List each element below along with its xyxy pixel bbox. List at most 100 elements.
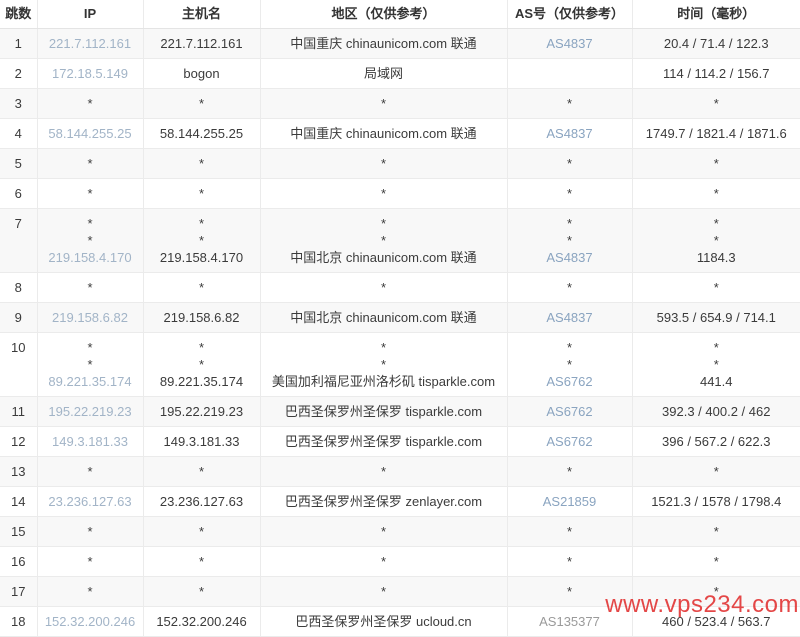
ip-cell: *: [37, 178, 144, 209]
asn-cell: *: [507, 456, 633, 487]
table-row: 8 * * * * *: [0, 272, 800, 303]
asn-cell: AS4837: [507, 28, 633, 59]
ip-cell: *: [37, 516, 144, 547]
asn-link[interactable]: AS21859: [542, 494, 597, 509]
ip-link[interactable]: 221.7.112.161: [48, 36, 132, 51]
hop-cell: 11: [0, 396, 38, 427]
region-cell: *: [260, 516, 508, 547]
host-cell: 195.22.219.23: [143, 396, 261, 427]
table-row: 16 * * * * *: [0, 546, 800, 577]
asn-cell: * * AS4837: [507, 208, 633, 273]
asn-link[interactable]: AS6762: [546, 404, 593, 419]
host-cell: * * 89.221.35.174: [143, 332, 261, 397]
table-row: 18 152.32.200.246 152.32.200.246 巴西圣保罗州圣保罗 …: [0, 606, 800, 637]
asn-cell: *: [507, 546, 633, 577]
region-cell: 局域网: [260, 58, 508, 89]
region-cell: *: [260, 272, 508, 303]
ip-cell: *: [37, 272, 144, 303]
region-cell: 中国北京 chinaunicom.com 联通: [260, 302, 508, 333]
ip-link[interactable]: 89.221.35.174: [48, 374, 132, 389]
ip-cell: 23.236.127.63: [37, 486, 144, 517]
host-cell: *: [143, 178, 261, 209]
ip-cell: 195.22.219.23: [37, 396, 144, 427]
hop-cell: 2: [0, 58, 38, 89]
time-cell: *: [632, 456, 800, 487]
time-cell: 1749.7 / 1821.4 / 1871.6: [632, 118, 800, 149]
host-cell: *: [143, 148, 261, 179]
table-row: 11 195.22.219.23 195.22.219.23 巴西圣保罗州圣保罗 ti…: [0, 396, 800, 427]
region-cell: *: [260, 546, 508, 577]
table-row: 1 221.7.112.161 221.7.112.161 中国重庆 chinauni…: [0, 28, 800, 59]
hop-cell: 4: [0, 118, 38, 149]
region-cell: 巴西圣保罗州圣保罗 zenlayer.com: [260, 486, 508, 517]
asn-link[interactable]: AS4837: [546, 250, 593, 265]
ip-link[interactable]: 58.144.255.25: [48, 126, 132, 141]
ip-cell: * * 89.221.35.174: [37, 332, 144, 397]
host-cell: *: [143, 456, 261, 487]
asn-cell: *: [507, 576, 633, 607]
hop-cell: 8: [0, 272, 38, 303]
hop-cell: 7: [0, 208, 38, 273]
time-cell: *: [632, 576, 800, 607]
time-cell: 593.5 / 654.9 / 714.1: [632, 302, 800, 333]
ip-cell: *: [37, 576, 144, 607]
column-header-time: 时间（毫秒）: [632, 0, 800, 29]
ip-link[interactable]: 219.158.4.170: [48, 250, 132, 265]
region-cell: *: [260, 456, 508, 487]
asn-link[interactable]: AS4837: [546, 36, 593, 51]
ip-link[interactable]: 149.3.181.33: [52, 434, 128, 449]
region-cell: * * 中国北京 chinaunicom.com 联通: [260, 208, 508, 273]
host-cell: *: [143, 516, 261, 547]
host-cell: 219.158.6.82: [143, 302, 261, 333]
hop-cell: 1: [0, 28, 38, 59]
ip-cell: 58.144.255.25: [37, 118, 144, 149]
hop-cell: 13: [0, 456, 38, 487]
hop-cell: 17: [0, 576, 38, 607]
table-header: 跳数 IP 主机名 地区（仅供参考） AS号（仅供参考） 时间（毫秒）: [0, 0, 800, 29]
hop-cell: 6: [0, 178, 38, 209]
host-cell: * * 219.158.4.170: [143, 208, 261, 273]
table-row: 9 219.158.6.82 219.158.6.82 中国北京 chinaunico…: [0, 302, 800, 333]
ip-cell: * * 219.158.4.170: [37, 208, 144, 273]
host-cell: 149.3.181.33: [143, 426, 261, 457]
hop-cell: 3: [0, 88, 38, 119]
ip-cell: 149.3.181.33: [37, 426, 144, 457]
table-body: 1 221.7.112.161 221.7.112.161 中国重庆 chinauni…: [0, 28, 800, 637]
asn-cell: *: [507, 178, 633, 209]
table-row: 12 149.3.181.33 149.3.181.33 巴西圣保罗州圣保罗 tisp…: [0, 426, 800, 457]
ip-link[interactable]: 23.236.127.63: [48, 494, 132, 509]
host-cell: 152.32.200.246: [143, 606, 261, 637]
ip-link[interactable]: 219.158.6.82: [52, 310, 128, 325]
asn-link[interactable]: AS6762: [546, 374, 593, 389]
asn-link[interactable]: AS135377: [539, 614, 600, 629]
region-cell: *: [260, 148, 508, 179]
table-row: 10 * * 89.221.35.174 * * 89.221.35.174 * * 美国加利福尼…: [0, 332, 800, 397]
host-cell: *: [143, 546, 261, 577]
ip-link[interactable]: 172.18.5.149: [52, 66, 128, 81]
host-cell: 221.7.112.161: [143, 28, 261, 59]
time-cell: 392.3 / 400.2 / 462: [632, 396, 800, 427]
column-header-region: 地区（仅供参考）: [260, 0, 508, 29]
time-cell: * * 1184.3: [632, 208, 800, 273]
hop-cell: 18: [0, 606, 38, 637]
table-row: 14 23.236.127.63 23.236.127.63 巴西圣保罗州圣保罗 ze…: [0, 486, 800, 517]
asn-link[interactable]: AS4837: [546, 310, 593, 325]
asn-link[interactable]: AS6762: [546, 434, 593, 449]
table-row: 6 * * * * *: [0, 178, 800, 209]
ip-cell: *: [37, 456, 144, 487]
region-cell: *: [260, 178, 508, 209]
region-cell: 巴西圣保罗州圣保罗 ucloud.cn: [260, 606, 508, 637]
ip-link[interactable]: 152.32.200.246: [44, 614, 136, 629]
table-row: 15 * * * * *: [0, 516, 800, 547]
column-header-asn: AS号（仅供参考）: [507, 0, 633, 29]
table-row: 13 * * * * *: [0, 456, 800, 487]
asn-link[interactable]: AS4837: [546, 126, 593, 141]
hop-cell: 10: [0, 332, 38, 397]
table-row: 4 58.144.255.25 58.144.255.25 中国重庆 chinauni…: [0, 118, 800, 149]
time-cell: 460 / 523.4 / 563.7: [632, 606, 800, 637]
ip-link[interactable]: 195.22.219.23: [48, 404, 132, 419]
time-cell: * * 441.4: [632, 332, 800, 397]
asn-cell: AS6762: [507, 426, 633, 457]
region-cell: *: [260, 576, 508, 607]
ip-cell: 219.158.6.82: [37, 302, 144, 333]
